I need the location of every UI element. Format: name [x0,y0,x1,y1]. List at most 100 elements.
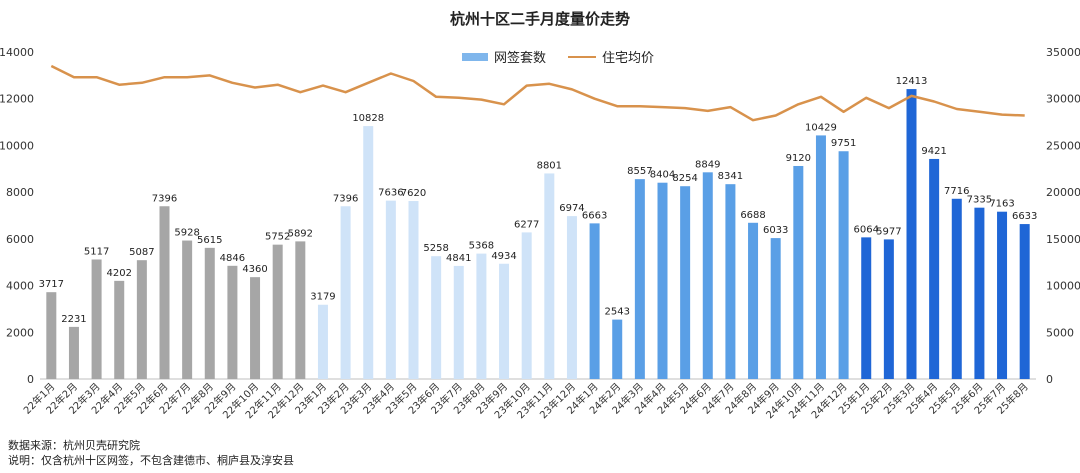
bar-data-label: 9421 [921,146,946,157]
bar [680,186,691,379]
bar [182,240,193,379]
bar [476,253,487,379]
left-axis-tick-label: 14000 [0,46,34,59]
bar-data-label: 3717 [39,279,64,290]
bar [114,280,125,379]
left-axis-tick-label: 12000 [0,93,34,106]
bar [68,326,79,379]
bar-data-label: 6688 [740,210,765,221]
bar-data-label: 5752 [265,232,290,243]
bar-data-label: 7335 [967,195,992,206]
bar-data-label: 9120 [786,153,811,164]
bar-data-label: 6633 [1012,211,1037,222]
bar-data-label: 4360 [242,264,267,275]
bar [748,222,759,379]
bar-data-label: 5087 [129,247,154,258]
bar-data-label: 2231 [61,314,86,325]
bar [136,260,147,379]
bar-data-label: 4934 [491,251,516,262]
bar [340,206,351,379]
left-axis-tick-label: 2000 [6,326,34,339]
right-axis-tick-label: 15000 [1046,233,1080,246]
bar-data-label: 7163 [989,199,1014,210]
bar-data-label: 5117 [84,246,109,257]
legend-bar-swatch [462,52,488,61]
bar-data-label: 5258 [423,243,448,254]
bar [566,216,577,379]
footnotes: 数据来源：杭州贝壳研究院 说明：仅含杭州十区网签，不包含建德市、桐庐县及淳安县 [8,438,294,468]
bar [408,201,419,379]
bar [499,263,510,379]
bar-data-label: 6277 [514,219,539,230]
right-axis-tick-label: 35000 [1046,46,1080,59]
bar-data-label: 10828 [352,113,384,124]
scope-note: 说明：仅含杭州十区网签，不包含建德市、桐庐县及淳安县 [8,454,294,467]
bar-data-label: 8801 [537,160,562,171]
bar [725,184,736,379]
bar [634,179,645,379]
bar-data-label: 8341 [718,171,743,182]
price-line [50,64,1025,122]
bar-data-label: 5892 [288,228,313,239]
bar [453,265,464,379]
source-note: 数据来源：杭州贝壳研究院 [8,439,140,452]
bar [295,241,306,379]
bar-data-label: 7636 [378,188,403,199]
left-axis-tick-label: 4000 [6,280,34,293]
chart-legend: 网签套数 住宅均价 [462,47,676,66]
bar-data-label: 7620 [401,188,426,199]
bar [838,151,849,379]
bar [521,232,532,379]
bar [46,292,57,379]
legend-item-bar: 网签套数 [462,47,546,66]
bar [363,126,374,379]
bar [815,135,826,379]
bar-data-label: 12413 [896,76,928,87]
bar-data-label: 5368 [469,241,494,252]
bar-data-label: 4841 [446,253,471,264]
left-axis-tick-label: 6000 [6,233,34,246]
bar-data-label: 7716 [944,186,969,197]
bar-data-label: 6033 [763,225,788,236]
bar-data-label: 10429 [805,122,837,133]
bar [250,277,261,379]
chart-title: 杭州十区二手月度量价走势 [449,10,630,28]
bar [544,173,555,379]
right-axis-tick-label: 0 [1046,373,1053,386]
bar-data-label: 7396 [152,193,177,204]
bar [861,237,872,379]
right-axis-tick-label: 25000 [1046,139,1080,152]
bar [385,200,396,379]
bar [770,238,781,379]
bar [997,211,1008,379]
bar [227,265,238,379]
bar-data-label: 6663 [582,210,607,221]
bar-data-label: 5615 [197,235,222,246]
bar [589,223,600,379]
bar-data-label: 5928 [174,228,199,239]
legend-bar-label: 网签套数 [494,51,547,66]
bar [272,244,283,379]
bar [657,182,668,379]
bar-data-label: 8254 [672,173,697,184]
left-axis-tick-label: 10000 [0,139,34,152]
bar [204,247,215,379]
legend-item-line: 住宅均价 [568,47,654,66]
bar-data-label: 4202 [107,268,132,279]
bar-data-label: 5977 [876,226,901,237]
bar-data-label: 6064 [854,224,879,235]
right-axis-tick-label: 5000 [1046,326,1074,339]
bar [612,319,623,379]
bar [906,89,917,380]
bar [159,206,170,379]
bar [929,158,940,379]
bar [91,259,102,379]
bar-data-label: 7396 [333,193,358,204]
bar-data-label: 9751 [831,138,856,149]
bar [793,165,804,379]
legend-line-swatch [568,55,597,58]
bar-data-label: 3179 [310,292,335,303]
bar-data-label: 8849 [695,159,720,170]
bar [974,207,985,379]
